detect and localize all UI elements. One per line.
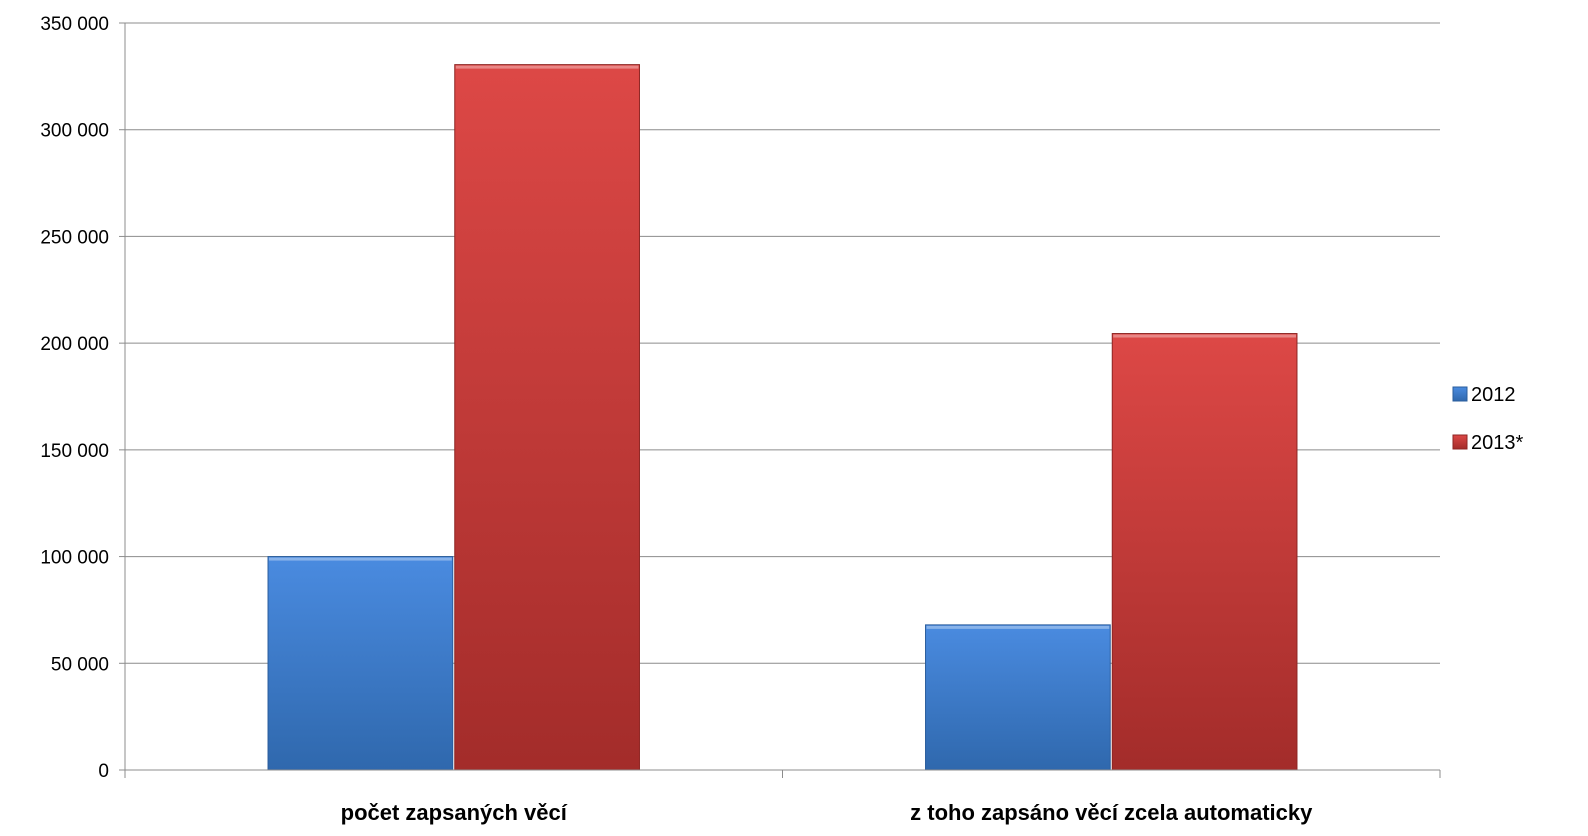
y-tick-label: 0: [98, 761, 109, 782]
y-tick-label: 100 000: [40, 548, 109, 569]
y-tick-label: 300 000: [40, 121, 109, 142]
bar-highlight: [926, 625, 1110, 629]
y-tick-label: 350 000: [40, 14, 109, 35]
bar-highlight: [269, 557, 452, 561]
y-tick-label: 200 000: [40, 334, 109, 355]
bar-highlight: [1113, 334, 1296, 338]
y-tick-label: 250 000: [40, 227, 109, 248]
legend-label: 2012: [1471, 384, 1516, 406]
y-tick-label: 150 000: [40, 441, 109, 462]
bar-2012-0: [267, 556, 454, 771]
bars: [267, 64, 1298, 771]
legend: 2012 2013*: [1452, 384, 1523, 454]
bar-highlight: [455, 65, 639, 69]
x-category-label: počet zapsaných věcí: [341, 800, 568, 825]
bar-2013-0: [454, 64, 640, 771]
legend-swatch-2013: [1452, 434, 1468, 450]
bar-2012-1: [925, 624, 1111, 771]
x-category-label: z toho zapsáno věcí zcela automaticky: [910, 800, 1313, 825]
axes: [124, 23, 1441, 778]
y-tick-label: 50 000: [51, 654, 109, 675]
bar-2013-1: [1111, 333, 1298, 771]
legend-label: 2013*: [1471, 432, 1523, 454]
x-axis-labels: počet zapsaných věcí z toho zapsáno věcí …: [341, 800, 1313, 825]
y-axis-ticks: 0 50 000 100 000 150 000 200 000 250 000 300 0…: [40, 14, 125, 782]
legend-swatch-2012: [1452, 386, 1468, 402]
